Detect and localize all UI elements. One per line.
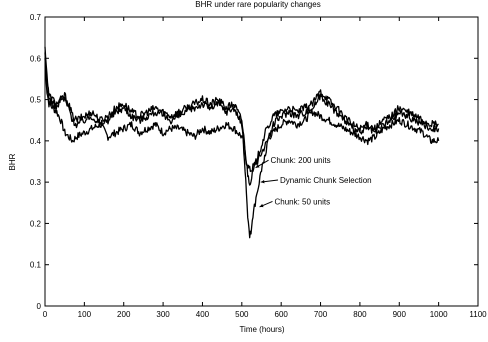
x-tick-label: 800 (353, 310, 367, 319)
y-tick-label: 0.6 (30, 54, 42, 63)
x-tick-label: 900 (393, 310, 407, 319)
series-line-3 (44, 46, 440, 239)
annotations: Chunk: 200 units Dynamic Chunk Selection C… (255, 156, 372, 208)
x-tick-label: 200 (117, 310, 131, 319)
series-line-1 (44, 58, 440, 173)
annotation-arrowhead (255, 164, 260, 168)
x-tick-label: 100 (78, 310, 92, 319)
chart-title: BHR under rare popularity changes (195, 0, 320, 9)
plot-frame (44, 16, 479, 307)
axis-ticks: 0 100 200 300 400 500 600 700 800 900 1000 1100 0 0.1… (30, 13, 487, 319)
y-tick-label: 0.2 (30, 219, 42, 228)
y-tick-label: 0 (37, 302, 42, 311)
x-axis-title: Time (hours) (239, 325, 284, 334)
x-tick-label: 600 (275, 310, 289, 319)
x-tick-label: 400 (196, 310, 210, 319)
x-tick-label: 1000 (430, 310, 448, 319)
x-tick-label: 1100 (469, 310, 487, 319)
x-tick-label: 300 (156, 310, 170, 319)
annotation-arrowhead (259, 203, 264, 208)
y-tick-label: 0.3 (30, 178, 42, 187)
annotation-label: Dynamic Chunk Selection (280, 176, 372, 185)
y-tick-label: 0.1 (30, 261, 42, 270)
annotation-label: Chunk: 200 units (271, 156, 331, 165)
x-tick-label: 500 (235, 310, 249, 319)
annotation-arrowhead (260, 179, 265, 184)
series-line-2 (44, 52, 439, 186)
x-tick-label: 0 (43, 310, 48, 319)
y-tick-label: 0.5 (30, 96, 42, 105)
annotation-label: Chunk: 50 units (274, 197, 330, 206)
y-axis-title: BHR (8, 153, 17, 170)
x-tick-label: 700 (314, 310, 328, 319)
y-tick-label: 0.7 (30, 13, 42, 22)
series-lines (44, 46, 440, 239)
y-tick-label: 0.4 (30, 137, 42, 146)
